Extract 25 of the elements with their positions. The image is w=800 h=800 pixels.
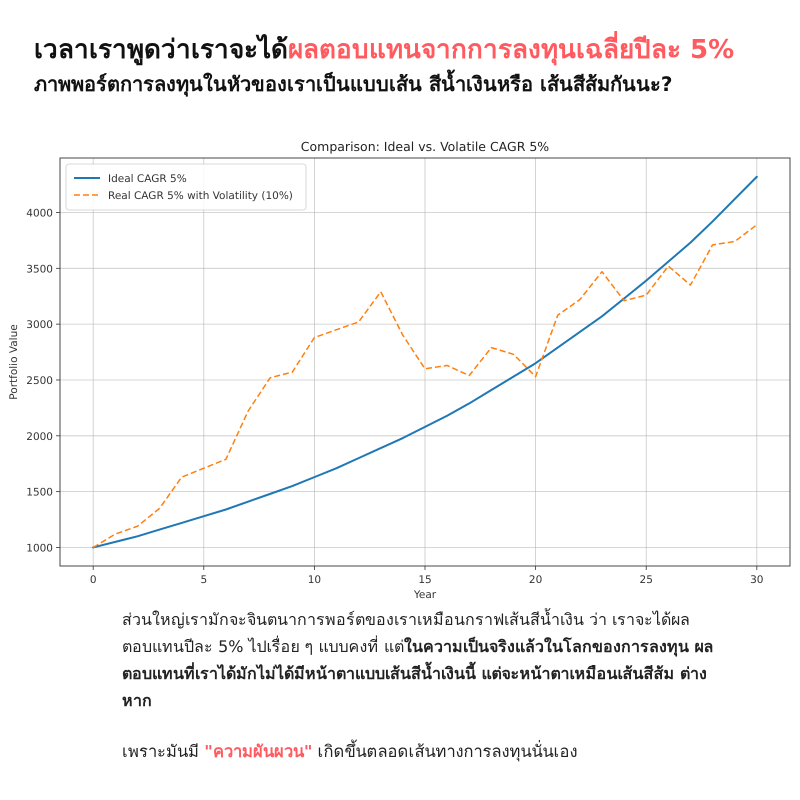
text: เพราะมันมี bbox=[122, 742, 200, 761]
chart-title: Comparison: Ideal vs. Volatile CAGR 5% bbox=[300, 139, 550, 154]
legend-label: Real CAGR 5% with Volatility (10%) bbox=[108, 190, 293, 202]
y-tick-label: 1000 bbox=[26, 542, 53, 554]
y-tick-label: 2500 bbox=[26, 374, 53, 387]
y-tick-label: 4000 bbox=[26, 207, 53, 220]
y-tick-label: 3000 bbox=[26, 319, 53, 332]
text: เวลาเราพูดว่าเราจะได้ bbox=[34, 35, 288, 65]
x-tick-label: 0 bbox=[90, 574, 97, 586]
x-tick-label: 10 bbox=[308, 574, 322, 586]
y-axis-title: Portfolio Value bbox=[8, 324, 20, 400]
x-tick-label: 20 bbox=[528, 574, 542, 586]
legend-label: Ideal CAGR 5% bbox=[108, 173, 187, 185]
text: เกิดขึ้นตลอดเส้นทางการลงทุนนั่นเอง bbox=[316, 742, 578, 761]
text: ส่วนใหญ่เรามักจะจินตนาการพอร์ตของเราเหมือนกราฟเส้นสีน้ำเงิน ว่า เราจะได้ผลตอบแทนปีละ 5% ไปเรื่อย ๆ แบบคงที่ แต่ในความเป็นจริงแล้วในโลกของการลงทุน ผลตอบแทนที่เราได้มักไม่ได้มีหน้าตาแบบเส้นสีน้ำเงินนี้ แต่จะหน้าตาเหมือนเส้นสีส้ม ต่างหาก bbox=[122, 610, 714, 710]
y-tick-label: 3500 bbox=[26, 263, 53, 276]
x-tick-label: 25 bbox=[640, 574, 653, 586]
y-tick-label: 1500 bbox=[26, 486, 53, 499]
x-tick-label: 30 bbox=[750, 574, 764, 586]
text: "ความผันผวน" bbox=[204, 742, 312, 761]
x-tick-label: 15 bbox=[418, 574, 432, 586]
x-tick-label: 5 bbox=[200, 574, 208, 586]
y-tick-label: 2000 bbox=[26, 430, 53, 443]
text: ภาพพอร์ตการลงทุนในหัวของเราเป็นแบบเส้น สีน้ำเงินหรือ เส้นสีส้มกันนะ? bbox=[34, 72, 673, 96]
x-axis-title: Year bbox=[412, 589, 437, 601]
